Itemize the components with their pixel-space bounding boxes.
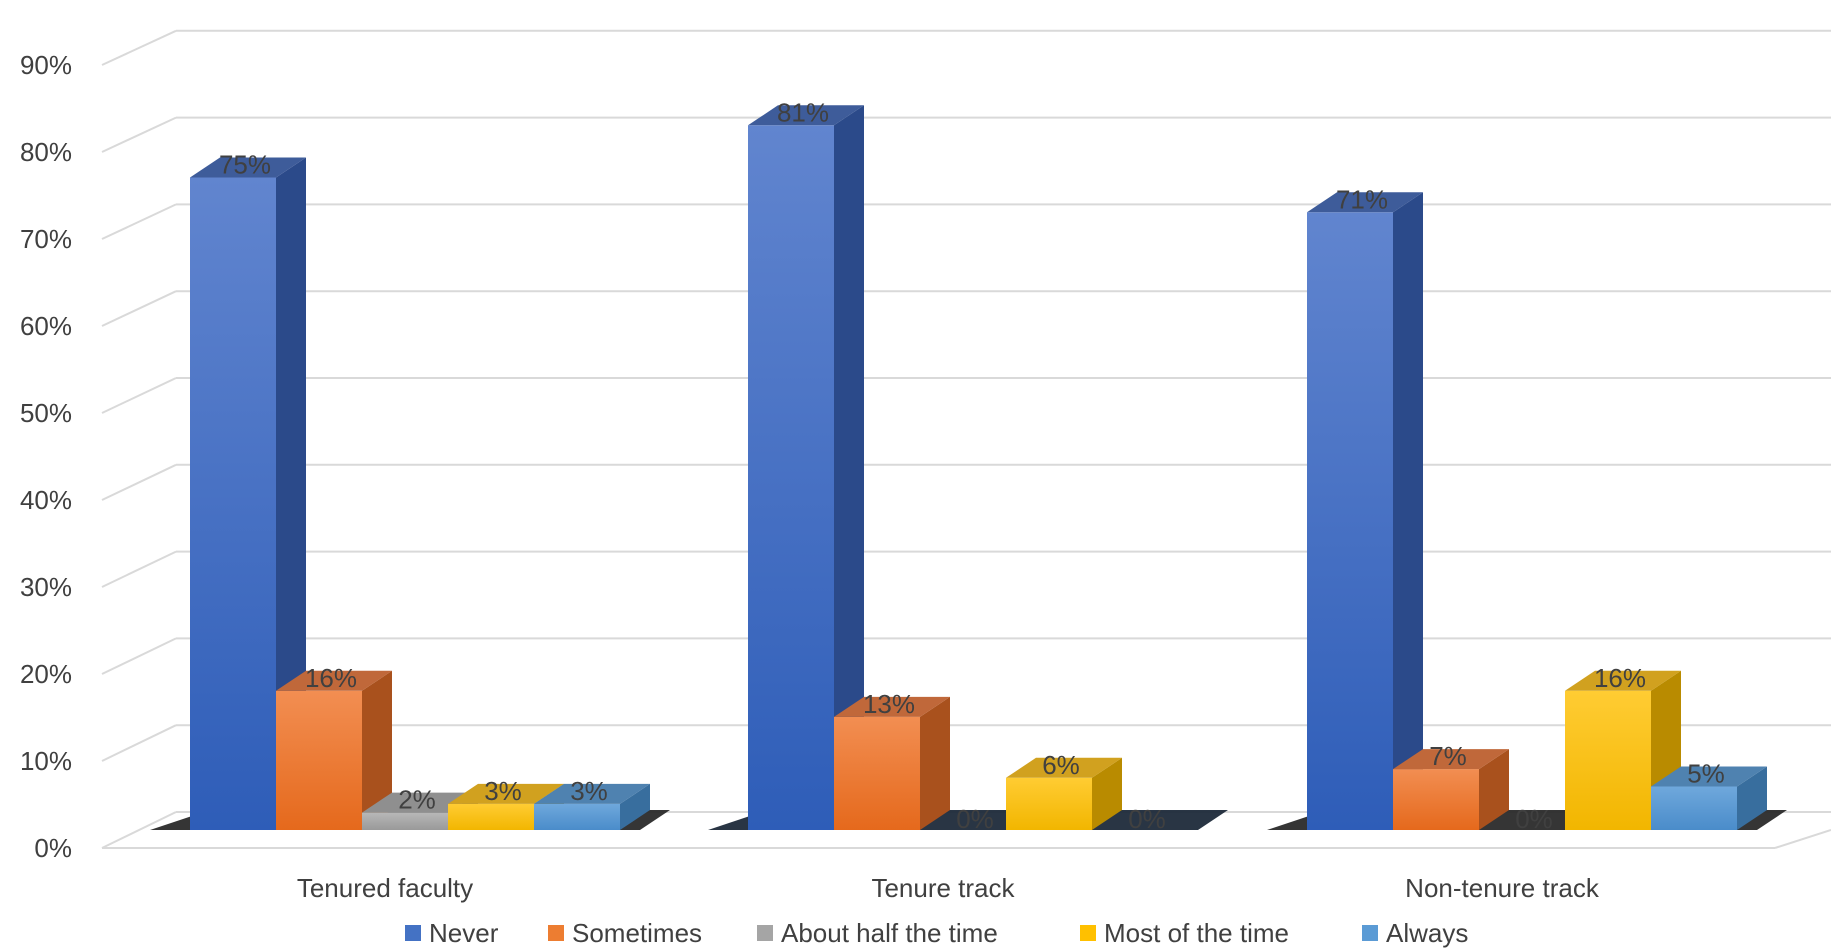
legend-swatch-sometimes [548,925,564,941]
bar-tenured-faculty-about-half-the-time [362,812,448,830]
y-tick-label: 80% [20,137,72,167]
data-label-tenure-track-sometimes: 13% [863,689,915,719]
legend-label-never: Never [429,918,499,948]
legend-swatch-most-of-the-time [1080,925,1096,941]
gridline-side [101,463,177,501]
bar-tenured-faculty-always-top [534,783,650,804]
legend-swatch-always [1362,925,1378,941]
y-tick-label: 70% [20,224,72,254]
bar-non-tenure-track-sometimes [1393,769,1479,830]
gridline-side [101,377,177,414]
bar-tenured-faculty-never [190,177,276,830]
data-label-non-tenure-track-sometimes: 7% [1429,741,1467,771]
y-axis-ticks: 0% 10% 20% 30% 40% 50% 60% 70% 80% 90% [20,50,72,863]
legend-label-most-of-the-time: Most of the time [1104,918,1289,948]
bar-tenured-faculty-sometimes-side [362,670,392,830]
category-labels: Tenured faculty Tenure track Non-tenure tr… [297,873,1600,903]
bar-tenure-track-never [748,125,834,831]
bar-non-tenure-track-never [1307,212,1393,831]
data-label-tenured-faculty-always: 3% [570,776,608,806]
bar-non-tenure-track-sometimes-top [1393,749,1509,770]
gridline-side [101,811,177,849]
bar-tenure-track-sometimes-top [834,696,950,717]
data-label-tenure-track-always: 0% [1128,804,1166,834]
legend-label-sometimes: Sometimes [572,918,702,948]
bar-tenured-faculty-always [534,803,620,830]
gridline-side [101,203,177,240]
legend-swatch-never [405,925,421,941]
legend-label-about-half-the-time: About half the time [781,918,998,948]
bar-non-tenure-track-always-top [1651,766,1767,787]
y-tick-label: 0% [34,833,72,863]
data-label-tenured-faculty-never: 75% [219,150,271,180]
bar-non-tenure-track-most-of-the-time [1565,690,1651,830]
gridline-side [101,550,177,588]
y-tick-label: 20% [20,659,72,689]
bar-tenure-track-sometimes-side [920,696,950,830]
data-label-non-tenure-track-never: 71% [1336,184,1388,214]
chart-walls [101,29,1831,849]
legend: Never Sometimes About half the time Most of… [405,918,1468,948]
bar-non-tenure-track-never-top [1307,192,1423,213]
data-label-non-tenure-track-about-half-the-time: 0% [1515,804,1553,834]
y-tick-label: 10% [20,746,72,776]
category-label-tenure-track: Tenure track [871,873,1015,903]
bar-tenured-faculty-sometimes-top [276,670,392,691]
data-label-tenure-track-never: 81% [777,97,829,127]
bar-tenure-track-most-of-the-time-top [1006,757,1122,778]
gridline-side [101,637,177,675]
floor-edge-side [1774,829,1831,849]
bars [190,105,1767,831]
data-label-tenured-faculty-sometimes: 16% [305,663,357,693]
bar-tenure-track-never-side [834,105,864,831]
data-label-non-tenure-track-always: 5% [1687,759,1725,789]
data-label-tenured-faculty-about-half-the-time: 2% [398,785,436,815]
bar-tenure-track-sometimes [834,716,920,830]
bar-tenured-faculty-always-side [620,783,650,830]
gridline-side [101,724,177,762]
data-labels: 75% 81% 71% 16% 13% 7% 2% 0% 0% 3% 6% 16% 3% 0% 5% [219,97,1725,834]
y-tick-label: 60% [20,311,72,341]
data-label-non-tenure-track-most-of-the-time: 16% [1594,663,1646,693]
legend-label-always: Always [1386,918,1468,948]
gridline-side [101,29,177,66]
legend-swatch-about-half-the-time [757,925,773,941]
y-tick-label: 50% [20,398,72,428]
bar-tenured-faculty-sometimes [276,690,362,830]
category-label-tenured-faculty: Tenured faculty [297,873,473,903]
bar-non-tenure-track-most-of-the-time-top [1565,670,1681,691]
bar-tenure-track-most-of-the-time-side [1092,757,1122,830]
bar-non-tenure-track-never-side [1393,192,1423,831]
gridline-side [101,116,177,153]
data-label-tenured-faculty-most-of-the-time: 3% [484,776,522,806]
data-label-tenure-track-most-of-the-time: 6% [1042,750,1080,780]
y-tick-label: 40% [20,485,72,515]
y-tick-label: 30% [20,572,72,602]
bar-tenured-faculty-most-of-the-time [448,803,534,830]
data-label-tenure-track-about-half-the-time: 0% [956,804,994,834]
bar-non-tenure-track-always-side [1737,766,1767,830]
gridline-side [101,290,177,327]
bar-tenure-track-never-top [748,105,864,126]
bar-tenured-faculty-never-side [276,157,306,830]
bar-tenured-faculty-most-of-the-time-top [448,783,564,804]
bar-non-tenure-track-sometimes-side [1479,749,1509,830]
y-tick-label: 90% [20,50,72,80]
bar-tenured-faculty-never-top [190,157,306,178]
bar-tenure-track-most-of-the-time [1006,777,1092,830]
bar-non-tenure-track-always [1651,786,1737,830]
category-label-non-tenure-track: Non-tenure track [1405,873,1600,903]
